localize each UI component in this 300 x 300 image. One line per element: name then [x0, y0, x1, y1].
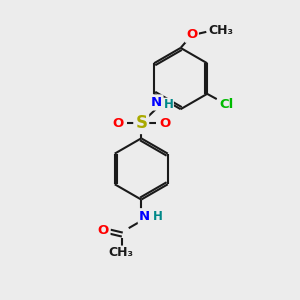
- Text: S: S: [135, 114, 147, 132]
- Text: H: H: [164, 98, 173, 111]
- Text: Cl: Cl: [219, 98, 233, 111]
- Text: O: O: [186, 28, 197, 41]
- Text: O: O: [98, 224, 109, 237]
- Text: CH₃: CH₃: [208, 24, 234, 37]
- Text: CH₃: CH₃: [108, 246, 133, 259]
- Text: O: O: [112, 117, 124, 130]
- Text: N: N: [139, 210, 150, 223]
- Text: H: H: [153, 210, 163, 223]
- Text: O: O: [159, 117, 170, 130]
- Text: N: N: [151, 96, 162, 109]
